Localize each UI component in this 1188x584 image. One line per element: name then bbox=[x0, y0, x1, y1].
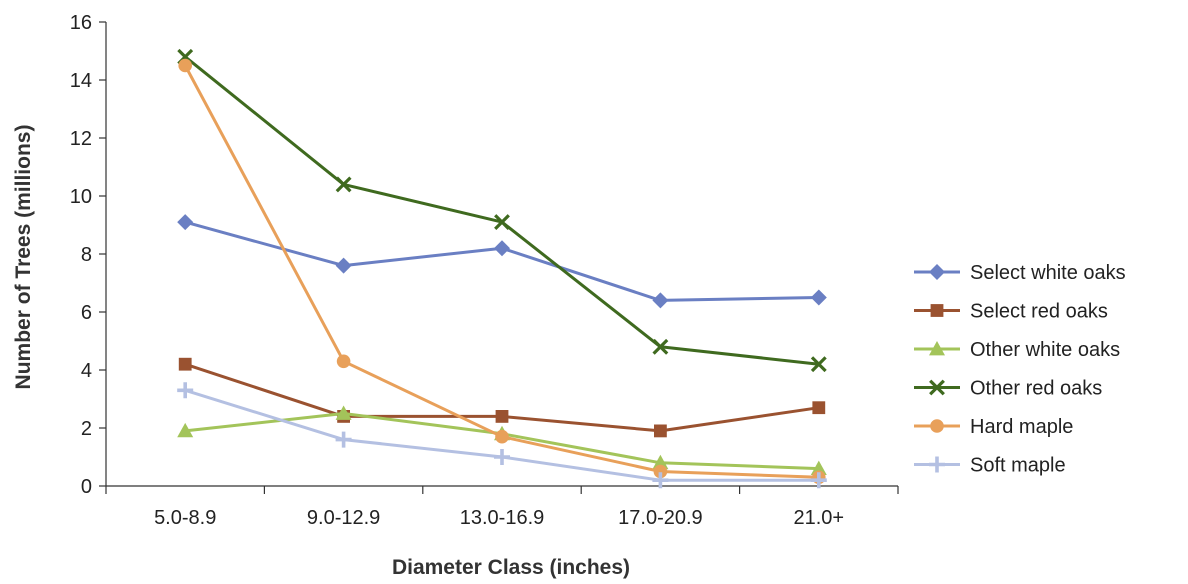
data-point-marker bbox=[652, 454, 669, 470]
data-point-marker bbox=[177, 382, 194, 399]
legend-label: Soft maple bbox=[970, 455, 1066, 477]
data-point-marker bbox=[929, 341, 945, 356]
data-point-marker bbox=[335, 176, 352, 193]
y-tick-label: 0 bbox=[81, 476, 92, 498]
data-point-marker bbox=[335, 405, 352, 420]
axes bbox=[99, 21, 899, 494]
legend-item: Select red oaks bbox=[914, 301, 1108, 323]
data-point-marker bbox=[652, 338, 669, 355]
data-point-marker bbox=[495, 410, 509, 423]
data-point-marker bbox=[812, 401, 826, 415]
legend: Select white oaks Select red oaks Other wh… bbox=[914, 262, 1126, 477]
x-tick-label: 17.0-20.9 bbox=[618, 507, 703, 529]
legend-item: Hard maple bbox=[914, 416, 1073, 438]
y-tick-label: 16 bbox=[70, 12, 92, 34]
series-line bbox=[184, 220, 819, 302]
data-point-marker bbox=[177, 214, 194, 231]
x-tick-label: 13.0-16.9 bbox=[460, 507, 545, 529]
data-point-marker bbox=[929, 456, 945, 473]
x-tick-labels: 5.0-8.9 9.0-12.9 13.0-16.9 17.0-20.9 21.0+ bbox=[154, 507, 844, 529]
data-point-marker bbox=[652, 472, 669, 489]
data-point-marker bbox=[336, 354, 351, 369]
data-point-marker bbox=[654, 424, 667, 438]
y-tick-label: 8 bbox=[81, 244, 92, 266]
data-point-marker bbox=[653, 464, 668, 479]
y-tick-label: 10 bbox=[70, 186, 92, 208]
data-point-marker bbox=[930, 419, 944, 433]
data-point-marker bbox=[495, 429, 509, 444]
data-point-marker bbox=[929, 264, 945, 280]
x-tick-label: 5.0-8.9 bbox=[154, 507, 216, 529]
y-tick-label: 4 bbox=[81, 360, 92, 382]
legend-label: Other red oaks bbox=[970, 378, 1102, 400]
data-point-marker bbox=[494, 240, 510, 257]
data-point-marker bbox=[810, 356, 827, 373]
y-axis-label: Number of Trees (millions) bbox=[12, 125, 35, 390]
data-point-marker bbox=[810, 460, 827, 475]
data-point-marker bbox=[810, 472, 827, 489]
series-soft-maple bbox=[177, 382, 827, 489]
data-point-marker bbox=[178, 357, 192, 371]
x-tick-label: 21.0+ bbox=[793, 507, 844, 529]
y-tick-label: 2 bbox=[81, 418, 92, 440]
data-point-marker bbox=[494, 449, 510, 465]
series-select-white-oaks bbox=[177, 214, 827, 309]
data-point-marker bbox=[930, 304, 944, 317]
y-tick-label: 12 bbox=[70, 128, 92, 150]
legend-label: Select white oaks bbox=[970, 262, 1126, 284]
data-point-marker bbox=[929, 379, 945, 396]
x-tick-label: 9.0-12.9 bbox=[307, 507, 380, 529]
data-point-marker bbox=[177, 422, 194, 438]
legend-label: Hard maple bbox=[970, 416, 1073, 438]
series-select-red-oaks bbox=[178, 357, 826, 438]
legend-label: Other white oaks bbox=[970, 339, 1120, 361]
data-point-marker bbox=[178, 58, 192, 73]
y-tick-labels: 0 2 4 6 8 10 12 14 16 bbox=[70, 12, 92, 498]
data-point-marker bbox=[335, 257, 352, 274]
legend-label: Select red oaks bbox=[970, 301, 1108, 323]
data-point-marker bbox=[335, 431, 352, 448]
series-layer bbox=[177, 48, 827, 489]
legend-item: Other red oaks bbox=[914, 378, 1102, 400]
data-point-marker bbox=[494, 214, 510, 231]
y-tick-label: 14 bbox=[70, 70, 92, 92]
data-point-marker bbox=[652, 292, 669, 309]
legend-item: Select white oaks bbox=[914, 262, 1126, 284]
legend-item: Other white oaks bbox=[914, 339, 1120, 361]
x-axis-label: Diameter Class (inches) bbox=[392, 556, 630, 579]
series-line bbox=[184, 55, 819, 366]
y-tick-label: 6 bbox=[81, 302, 92, 324]
series-other-red-oaks bbox=[177, 48, 827, 373]
legend-item: Soft maple bbox=[914, 455, 1066, 477]
data-point-marker bbox=[810, 289, 827, 306]
